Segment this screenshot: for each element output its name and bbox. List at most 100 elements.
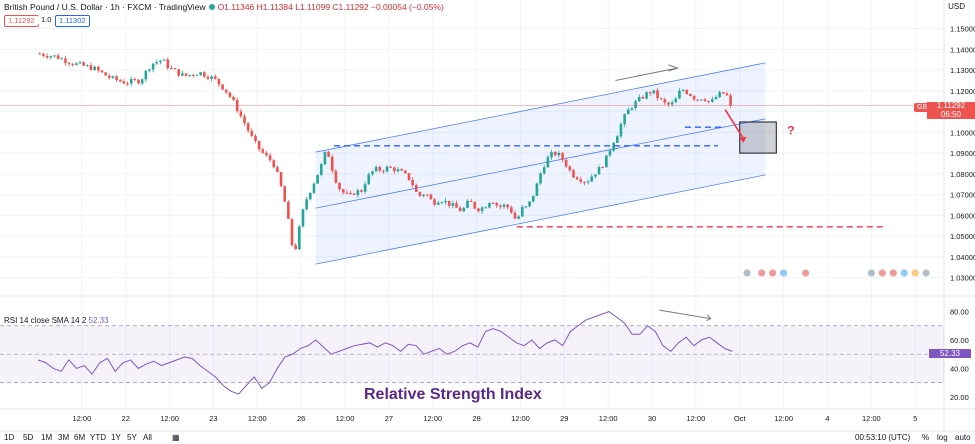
rsi-legend[interactable]: RSI 14 close SMA 14 2 52.33 xyxy=(4,316,109,325)
candle-body xyxy=(129,79,133,84)
trend-arrow-head xyxy=(668,64,680,72)
candle-body xyxy=(575,177,579,180)
event-flag-icon xyxy=(779,268,789,278)
time-tick-label: 12:00 xyxy=(511,414,530,423)
candle-body xyxy=(261,149,265,153)
candle-body xyxy=(137,79,140,84)
range-all[interactable]: All xyxy=(143,433,152,442)
ohlc-values: O1.11346 H1.11384 L1.11099 C1.11292 −0.0… xyxy=(217,2,444,12)
spread-value: 1.0 xyxy=(38,15,55,25)
range-5d[interactable]: 5D xyxy=(23,433,34,442)
range-1m[interactable]: 1M xyxy=(41,433,53,442)
candle-body xyxy=(287,201,290,219)
candle-body xyxy=(151,63,155,70)
candle-body xyxy=(312,183,316,193)
candle-body xyxy=(436,202,440,205)
event-flag-icon xyxy=(768,268,778,278)
candle-body xyxy=(389,166,393,168)
candle-body xyxy=(462,207,466,212)
candle-body xyxy=(115,76,118,80)
candle-body xyxy=(396,169,400,172)
candle-body xyxy=(371,171,374,175)
event-flag-icon xyxy=(910,268,920,278)
candle-body xyxy=(484,207,488,209)
candle-body xyxy=(608,150,612,156)
candle-body xyxy=(75,63,78,65)
channel-upper-line xyxy=(315,62,766,153)
candle-body xyxy=(535,183,539,196)
range-ytd[interactable]: YTD xyxy=(90,433,106,442)
candle-body xyxy=(491,202,495,204)
candle-body xyxy=(294,245,297,250)
candle-body xyxy=(678,90,681,99)
candle-body xyxy=(276,167,279,173)
candle-body xyxy=(323,151,327,165)
candle-body xyxy=(111,76,115,78)
candle-body xyxy=(97,66,100,71)
candle-body xyxy=(360,190,363,192)
candle-body xyxy=(166,59,170,68)
candle-body xyxy=(206,76,210,79)
candle-body xyxy=(224,89,228,93)
time-tick-label: 23 xyxy=(209,414,217,423)
candle-body xyxy=(338,182,341,190)
candle-body xyxy=(612,142,615,151)
channel-middle-line xyxy=(315,118,766,209)
candle-body xyxy=(228,92,232,97)
log-toggle[interactable]: log xyxy=(937,433,948,442)
range-6m[interactable]: 6M xyxy=(74,433,86,442)
time-tick-label: 12:00 xyxy=(687,414,706,423)
rsi-pane: 80.00 60.00 40.00 20.00 xyxy=(0,308,969,402)
candle-body xyxy=(700,99,703,101)
last-price-value: 1.11292 xyxy=(936,101,966,110)
parallel-channel xyxy=(315,62,766,265)
candle-body xyxy=(670,102,674,105)
candle-body xyxy=(667,102,670,105)
price-tick-label: 1.05000 xyxy=(950,232,975,241)
range-1d[interactable]: 1D xyxy=(4,433,15,442)
symbol-legend[interactable]: British Pound / U.S. Dollar · 1h · FXCM … xyxy=(4,2,444,12)
candle-body xyxy=(177,69,181,76)
candle-body xyxy=(550,151,553,158)
bid-price-button[interactable]: 1.11292 xyxy=(4,15,39,27)
candle-body xyxy=(213,76,217,79)
time-tick-label: 27 xyxy=(385,414,393,423)
symbol-title[interactable]: British Pound / U.S. Dollar · 1h · FXCM … xyxy=(4,2,206,12)
candle-body xyxy=(696,99,700,101)
candle-body xyxy=(400,169,403,171)
candle-body xyxy=(626,109,630,115)
utc-clock[interactable]: 00:53:10 (UTC) xyxy=(855,433,911,442)
time-tick-label: 12:00 xyxy=(336,414,355,423)
candle-body xyxy=(118,79,122,82)
rsi-divergence-line xyxy=(659,309,711,320)
range-1y[interactable]: 1Y xyxy=(111,433,121,442)
time-tick-label: 28 xyxy=(472,414,480,423)
candle-body xyxy=(681,89,685,91)
candle-body xyxy=(513,212,517,219)
candle-body xyxy=(444,200,447,203)
auto-toggle[interactable]: auto xyxy=(955,433,971,442)
candle-body xyxy=(674,98,678,103)
calendar-icon[interactable]: ▦ xyxy=(172,433,180,442)
time-tick-label: 26 xyxy=(297,414,305,423)
candle-body xyxy=(319,164,323,175)
candle-body xyxy=(447,200,451,206)
event-flag-icon xyxy=(801,268,810,278)
candle-body xyxy=(86,65,89,67)
range-3m[interactable]: 3M xyxy=(58,433,70,442)
rsi-title[interactable]: RSI 14 close SMA 14 2 xyxy=(4,316,87,325)
percent-toggle[interactable]: % xyxy=(922,433,930,442)
candle-body xyxy=(173,68,177,70)
ask-price-button[interactable]: 1.11302 xyxy=(55,15,90,27)
range-5y[interactable]: 5Y xyxy=(127,433,137,442)
currency-label[interactable]: USD xyxy=(948,2,965,11)
candle-body xyxy=(93,66,96,71)
candle-body xyxy=(495,203,499,206)
candle-body xyxy=(64,58,67,63)
candle-body xyxy=(692,95,696,100)
candle-body xyxy=(243,116,246,124)
candle-body xyxy=(210,76,213,79)
candle-body xyxy=(184,73,188,76)
